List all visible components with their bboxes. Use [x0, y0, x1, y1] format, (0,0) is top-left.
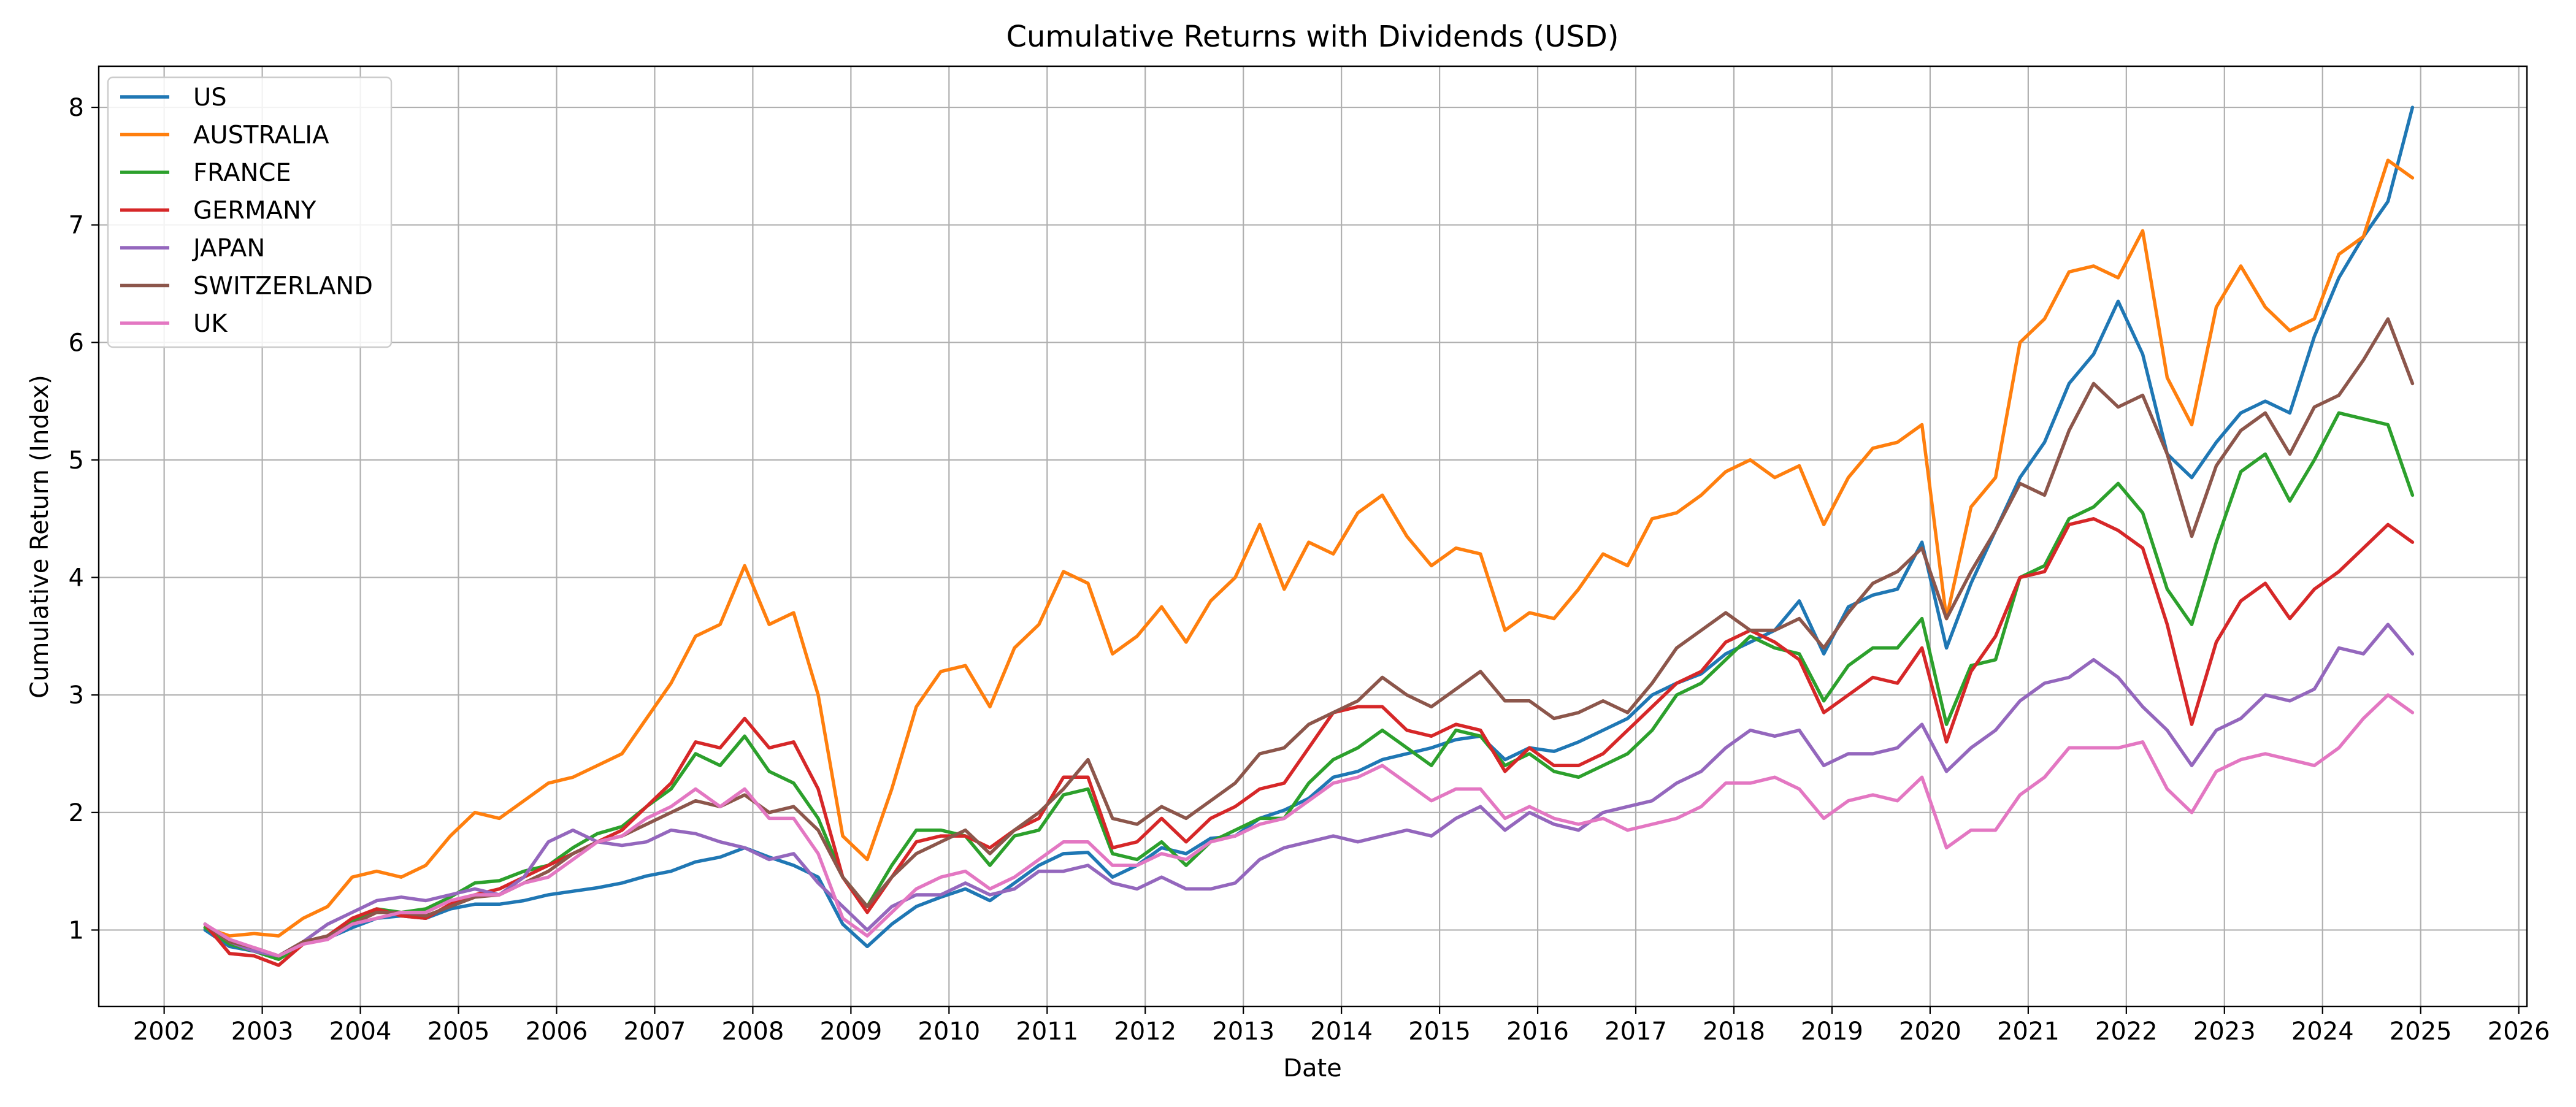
x-tick-label: 2013 — [1212, 1017, 1275, 1046]
x-tick-label: 2026 — [2488, 1017, 2550, 1046]
x-tick-label: 2014 — [1310, 1017, 1373, 1046]
y-tick-label: 7 — [69, 212, 84, 240]
x-axis: 2002 2003 2004 2005 2006 2007 2008 2009 2010 2011… — [133, 1006, 2550, 1046]
y-tick-label: 5 — [69, 446, 84, 475]
legend-label-germany: GERMANY — [193, 197, 316, 225]
series-line-france — [203, 411, 2415, 962]
x-tick-label: 2018 — [1703, 1017, 1765, 1046]
plot-frame — [98, 65, 2528, 1008]
x-tick-label: 2025 — [2390, 1017, 2452, 1046]
x-tick-label: 2023 — [2193, 1017, 2256, 1046]
y-tick-label: 4 — [69, 564, 84, 592]
x-tick-label: 2009 — [819, 1017, 882, 1046]
x-tick-label: 2003 — [231, 1017, 294, 1046]
series-line-switzerland — [203, 317, 2415, 958]
y-tick-label: 8 — [69, 94, 84, 122]
legend-label-japan: JAPAN — [191, 234, 265, 262]
y-tick-label: 1 — [69, 916, 84, 944]
series-lines — [203, 105, 2415, 967]
y-tick-label: 3 — [69, 681, 84, 710]
y-axis: 1 2 3 4 5 6 7 8 — [69, 94, 99, 944]
legend-label-france: FRANCE — [193, 159, 291, 187]
series-line-uk — [203, 693, 2415, 958]
x-tick-label: 2022 — [2095, 1017, 2158, 1046]
chart-title: Cumulative Returns with Dividends (USD) — [1006, 20, 1619, 54]
x-tick-label: 2015 — [1408, 1017, 1471, 1046]
x-tick-label: 2024 — [2291, 1017, 2354, 1046]
x-tick-label: 2021 — [1997, 1017, 2060, 1046]
legend: US AUSTRALIA FRANCE GERMANY JAPAN SWITZERLAND… — [107, 76, 393, 348]
x-tick-label: 2004 — [329, 1017, 392, 1046]
series-line-australia — [203, 158, 2415, 938]
x-tick-label: 2008 — [721, 1017, 784, 1046]
x-tick-label: 2020 — [1899, 1017, 1961, 1046]
x-tick-label: 2007 — [624, 1017, 686, 1046]
legend-label-switzerland: SWITZERLAND — [193, 272, 373, 301]
legend-box — [107, 76, 393, 348]
y-tick-label: 6 — [69, 329, 84, 357]
y-axis-label: Cumulative Return (Index) — [26, 375, 54, 699]
x-tick-label: 2002 — [133, 1017, 196, 1046]
x-tick-label: 2019 — [1801, 1017, 1863, 1046]
legend-label-uk: UK — [193, 310, 228, 338]
x-tick-label: 2017 — [1604, 1017, 1667, 1046]
series-line-japan — [203, 622, 2415, 958]
series-line-us — [203, 105, 2415, 958]
x-tick-label: 2011 — [1016, 1017, 1078, 1046]
y-tick-label: 2 — [69, 799, 84, 827]
x-tick-label: 2010 — [918, 1017, 980, 1046]
x-tick-label: 2016 — [1506, 1017, 1569, 1046]
x-tick-label: 2012 — [1114, 1017, 1176, 1046]
legend-label-us: US — [193, 83, 227, 112]
x-tick-label: 2005 — [427, 1017, 490, 1046]
x-axis-label: Date — [1283, 1054, 1342, 1082]
legend-label-australia: AUSTRALIA — [193, 121, 329, 150]
x-tick-label: 2006 — [526, 1017, 588, 1046]
